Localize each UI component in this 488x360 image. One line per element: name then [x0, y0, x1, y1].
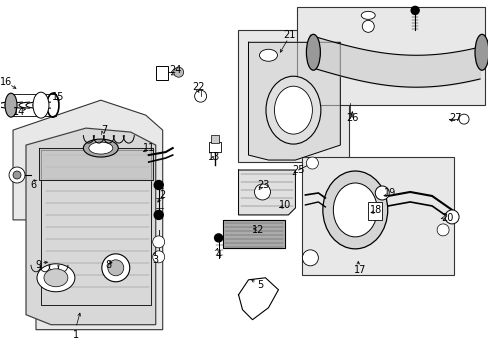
Text: 8: 8 — [105, 260, 112, 270]
Text: 22: 22 — [192, 82, 204, 92]
Text: 21: 21 — [283, 30, 295, 40]
Text: 11: 11 — [142, 143, 155, 153]
Text: 6: 6 — [30, 180, 36, 190]
Text: 17: 17 — [353, 265, 366, 275]
Text: 10: 10 — [279, 200, 291, 210]
Circle shape — [173, 67, 183, 77]
Ellipse shape — [474, 34, 488, 70]
Circle shape — [152, 251, 164, 263]
Circle shape — [436, 224, 448, 236]
Circle shape — [152, 236, 164, 248]
Text: 15: 15 — [52, 92, 64, 102]
Circle shape — [254, 184, 270, 200]
Circle shape — [102, 254, 129, 282]
Circle shape — [302, 250, 318, 266]
Text: 19: 19 — [383, 188, 396, 198]
Circle shape — [9, 167, 25, 183]
Bar — [297, 7, 484, 105]
Text: 1: 1 — [73, 330, 79, 340]
Polygon shape — [248, 42, 340, 160]
Text: 27: 27 — [448, 113, 460, 123]
Text: 18: 18 — [369, 205, 382, 215]
Ellipse shape — [265, 76, 320, 144]
Ellipse shape — [83, 139, 118, 157]
Ellipse shape — [89, 142, 113, 154]
Circle shape — [374, 186, 388, 200]
Polygon shape — [222, 220, 285, 248]
Circle shape — [107, 260, 123, 276]
Text: 12: 12 — [252, 225, 264, 235]
Circle shape — [306, 157, 318, 169]
Polygon shape — [26, 128, 155, 325]
Polygon shape — [39, 148, 152, 180]
Text: 2: 2 — [159, 190, 165, 200]
Circle shape — [444, 210, 458, 224]
Ellipse shape — [5, 93, 17, 117]
Text: 7: 7 — [101, 125, 107, 135]
Circle shape — [154, 180, 163, 189]
Ellipse shape — [274, 86, 312, 134]
Ellipse shape — [33, 92, 49, 118]
Text: 3: 3 — [152, 255, 159, 265]
Text: 25: 25 — [291, 165, 304, 175]
Text: 24: 24 — [169, 65, 182, 75]
Text: 16: 16 — [0, 77, 12, 87]
Polygon shape — [238, 170, 295, 215]
Circle shape — [214, 234, 222, 242]
Ellipse shape — [333, 183, 376, 237]
Circle shape — [458, 114, 468, 124]
Circle shape — [13, 171, 21, 179]
Text: 5: 5 — [257, 280, 263, 290]
Ellipse shape — [306, 34, 320, 70]
Circle shape — [410, 6, 418, 14]
Ellipse shape — [37, 264, 75, 292]
Ellipse shape — [322, 171, 387, 249]
Ellipse shape — [361, 12, 374, 19]
Bar — [302, 157, 453, 275]
Bar — [155, 66, 167, 80]
Bar — [210, 135, 218, 143]
Text: 14: 14 — [13, 107, 25, 117]
Text: 23: 23 — [257, 180, 269, 190]
Text: 26: 26 — [346, 113, 358, 123]
Bar — [367, 202, 382, 220]
Text: 4: 4 — [215, 250, 221, 260]
Text: 20: 20 — [440, 213, 452, 223]
Ellipse shape — [44, 269, 68, 287]
Circle shape — [362, 21, 373, 32]
Circle shape — [194, 90, 206, 102]
Bar — [237, 30, 348, 162]
Bar — [208, 142, 220, 152]
Circle shape — [154, 211, 163, 219]
Text: 13: 13 — [207, 152, 219, 162]
Polygon shape — [13, 100, 163, 330]
Ellipse shape — [259, 49, 277, 61]
Text: 9: 9 — [35, 260, 41, 270]
